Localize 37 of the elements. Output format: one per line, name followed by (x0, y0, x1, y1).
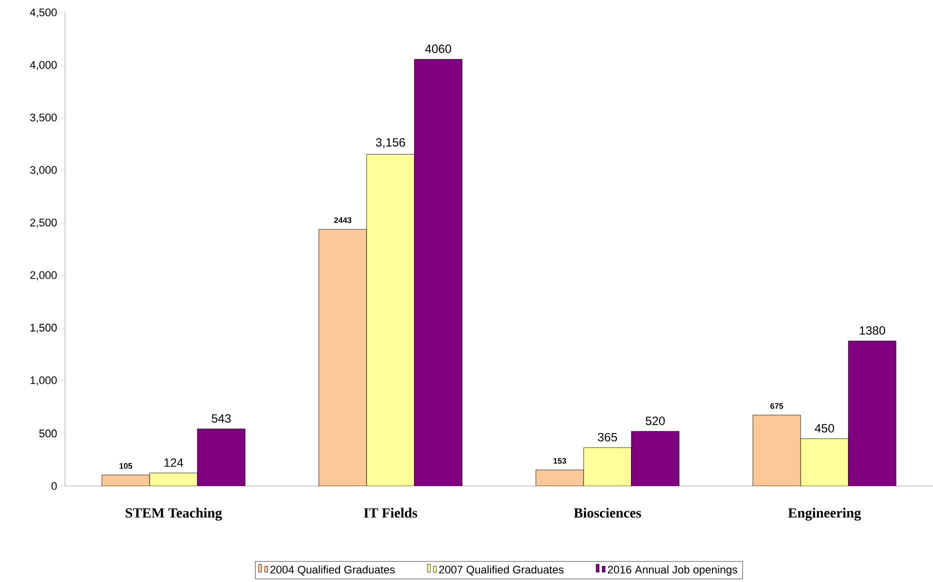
data-label: 4060 (425, 44, 452, 54)
legend-label: 2007 Qualified Graduates (439, 565, 564, 576)
x-tick-label: IT Fields (364, 508, 418, 518)
y-tick-label: 4,500 (30, 8, 57, 18)
bar (414, 59, 462, 486)
bar (150, 472, 198, 486)
data-label: 675 (770, 403, 784, 409)
x-tick-label: Biosciences (574, 508, 642, 518)
x-tick-label: Engineering (788, 508, 861, 521)
bar (197, 428, 246, 486)
bar (800, 438, 849, 486)
y-tick-label: 0 (52, 482, 57, 490)
data-label: 365 (598, 432, 618, 442)
data-label: 2443 (334, 217, 352, 224)
legend-label: 2016 Annual Job openings (608, 565, 738, 576)
y-tick-label: 2,000 (30, 271, 57, 280)
data-label: 153 (554, 458, 566, 464)
y-tick-label: 3,000 (30, 166, 57, 176)
legend-label: 2004 Qualified Graduates (270, 565, 395, 576)
y-tick-label: 4,000 (30, 61, 57, 70)
bar (631, 431, 680, 486)
bar (583, 447, 632, 486)
data-label: 105 (120, 463, 132, 469)
data-label: 543 (212, 414, 231, 423)
y-tick-label: 1,000 (30, 376, 57, 386)
data-label: 450 (814, 424, 834, 432)
y-tick-label: 3,500 (30, 114, 57, 123)
data-label: 124 (164, 458, 184, 467)
bar (366, 154, 415, 486)
x-tick-label: STEM Teaching (126, 508, 222, 521)
data-label: 3,156 (376, 138, 405, 148)
data-label: 520 (646, 416, 665, 426)
data-label: 1380 (860, 326, 886, 335)
y-tick-label: 2,500 (30, 218, 57, 228)
y-tick-label: 500 (39, 430, 57, 438)
bar (848, 340, 896, 486)
y-tick-label: 1,500 (30, 324, 57, 333)
